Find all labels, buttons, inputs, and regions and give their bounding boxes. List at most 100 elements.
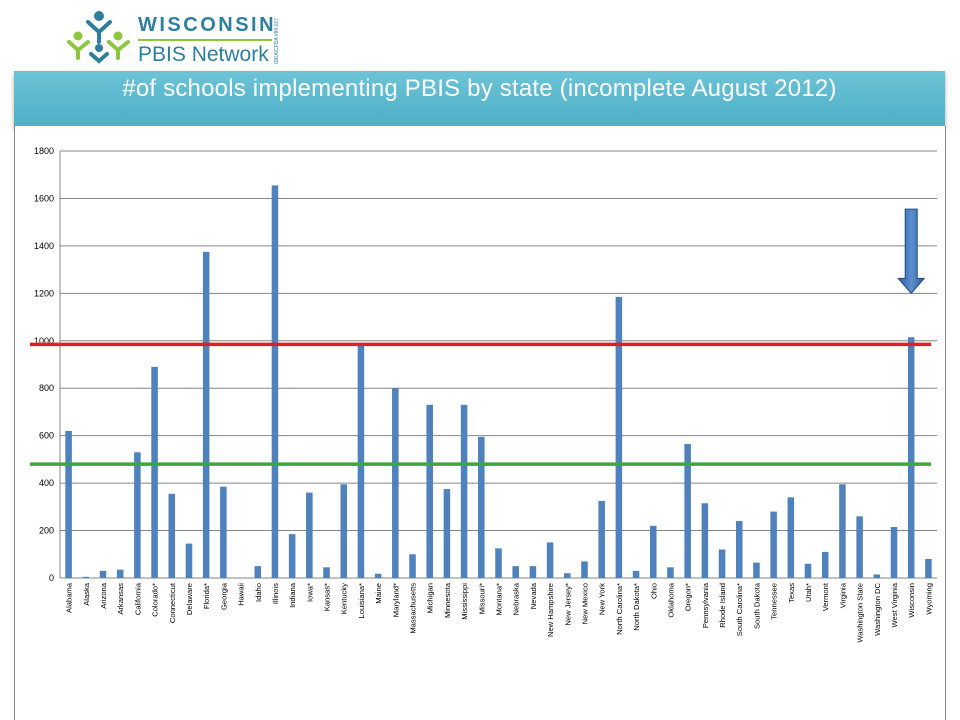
bar xyxy=(340,484,348,578)
x-tick-label: Pennsylvania xyxy=(701,582,710,628)
bar xyxy=(443,489,451,578)
bar xyxy=(701,503,709,578)
x-tick-label: Oregon* xyxy=(684,583,693,611)
x-tick-label: North Carolina* xyxy=(615,583,624,635)
x-tick-label: Hawaii xyxy=(237,583,246,606)
bar xyxy=(151,366,158,578)
bar-chart: 0 200 400 600 800 1000 1200 1400 1600 1800 Alabam… xyxy=(30,146,937,643)
bar xyxy=(564,573,571,578)
x-tick-label: Tennessee xyxy=(770,583,779,620)
y-tick-label: 1600 xyxy=(34,193,54,203)
bar xyxy=(925,559,932,578)
x-tick-label: Minnesota xyxy=(443,582,452,618)
x-tick-label: Massachusetts xyxy=(409,583,418,634)
y-tick-label: 1000 xyxy=(34,336,54,346)
title-bar: #of schools implementing PBIS by state (… xyxy=(14,71,945,128)
x-tick-label: Vermont xyxy=(821,582,830,611)
x-tick-label: Oklahoma xyxy=(666,582,675,617)
x-tick-label: Iowa* xyxy=(305,583,314,602)
bar xyxy=(495,548,502,578)
bar xyxy=(460,404,468,578)
x-tick-label: Alaska xyxy=(82,582,91,606)
x-tick-label: Maryland* xyxy=(391,583,400,617)
bar xyxy=(649,525,657,578)
reference-lines xyxy=(30,342,931,466)
gridlines xyxy=(60,150,937,579)
bar xyxy=(168,493,176,578)
x-tick-label: Montana* xyxy=(495,583,504,616)
x-tick-label: Texas xyxy=(787,583,796,603)
x-tick-label: Colorado* xyxy=(151,583,160,617)
x-tick-label: Indiana xyxy=(288,582,297,608)
y-tick-label: 1200 xyxy=(34,288,54,298)
bar xyxy=(220,486,227,578)
bar xyxy=(787,497,795,578)
bar xyxy=(202,251,210,578)
bar xyxy=(821,551,829,578)
x-tick-label: Louisiana* xyxy=(357,583,366,619)
y-tick-label: 200 xyxy=(39,526,54,536)
bar xyxy=(529,566,537,578)
y-tick-label: 800 xyxy=(39,383,54,393)
bar xyxy=(134,452,141,578)
bar xyxy=(718,549,726,578)
bar xyxy=(753,562,760,578)
x-tick-label: Idaho xyxy=(254,583,263,602)
bar xyxy=(804,563,812,578)
bar xyxy=(306,492,313,578)
bar xyxy=(873,574,881,578)
x-axis: Alabama Alaska Arizona Arkansas California Co… xyxy=(65,582,934,643)
bar xyxy=(409,554,416,578)
x-tick-label: South Dakota xyxy=(752,582,761,629)
logo-network-text: PBIS Network xyxy=(138,43,269,66)
bar xyxy=(667,567,674,578)
x-tick-label: West Virginia xyxy=(890,582,899,627)
logo-wisconsin-text: WISCONSIN xyxy=(138,14,277,36)
x-tick-label: Ohio xyxy=(649,583,658,599)
x-tick-label: New Hampshire xyxy=(546,583,555,637)
y-tick-label: 600 xyxy=(39,431,54,441)
y-tick-label: 1800 xyxy=(34,146,54,156)
y-axis: 0 200 400 600 800 1000 1200 1400 1600 1800 xyxy=(34,146,61,583)
x-tick-label: New Jersey* xyxy=(563,583,572,626)
bar xyxy=(632,570,640,578)
logo-rule xyxy=(138,39,272,41)
x-tick-label: Michigan xyxy=(426,583,435,613)
bar xyxy=(890,526,898,578)
bar xyxy=(735,521,743,578)
x-tick-label: Illinois xyxy=(271,583,280,604)
x-tick-label: Washington State xyxy=(856,583,865,643)
bar xyxy=(684,443,691,578)
x-tick-label: Maine xyxy=(374,583,383,604)
bar xyxy=(426,404,433,578)
x-tick-label: Connecticut xyxy=(168,582,177,623)
people-icon xyxy=(67,11,130,64)
bar xyxy=(374,573,382,578)
y-tick-label: 400 xyxy=(39,478,54,488)
x-tick-label: Nevada xyxy=(529,582,538,609)
bar xyxy=(99,570,107,578)
x-tick-label: Kentucky xyxy=(340,583,349,614)
x-tick-label: Rhode Island xyxy=(718,583,727,628)
bar xyxy=(581,561,588,578)
down-arrow-icon xyxy=(897,208,926,295)
bar xyxy=(271,185,279,578)
bar xyxy=(770,511,777,578)
bar xyxy=(288,534,296,578)
x-tick-label: Wisconsin xyxy=(907,583,916,618)
bar xyxy=(856,516,863,578)
x-tick-label: New York xyxy=(598,583,607,615)
bar xyxy=(598,500,605,578)
x-tick-label: Arkansas xyxy=(116,583,125,615)
x-tick-label: Georgia xyxy=(219,582,228,610)
x-tick-label: Missouri* xyxy=(477,583,486,614)
bar xyxy=(185,543,193,578)
bar xyxy=(512,566,519,578)
bar xyxy=(546,542,554,578)
x-tick-label: California xyxy=(133,582,142,615)
bar xyxy=(907,337,915,578)
x-tick-label: Arizona xyxy=(99,582,108,609)
slide-title: #of schools implementing PBIS by state (… xyxy=(122,75,837,102)
x-tick-label: Alabama xyxy=(65,582,74,613)
x-tick-label: Kansas* xyxy=(323,583,332,611)
